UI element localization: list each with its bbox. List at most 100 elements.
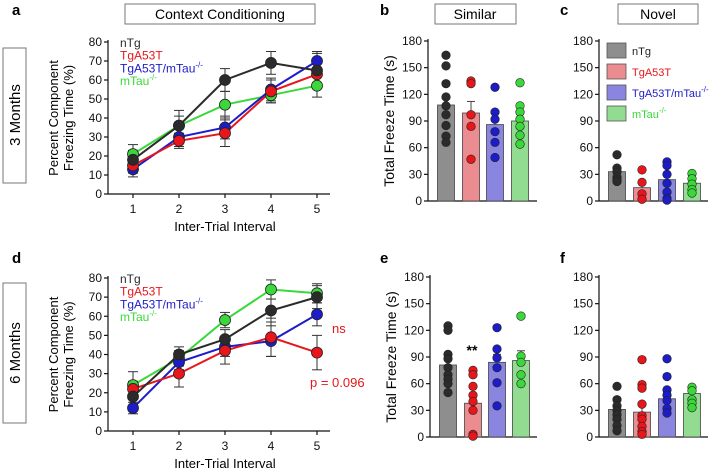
data-point (612, 176, 622, 187)
data-point (219, 333, 231, 346)
row-box-6months (2, 282, 27, 424)
y-tick-label: 30 (89, 367, 103, 381)
y-tick-label: 0 (415, 194, 422, 208)
y-tick-label: 150 (573, 61, 593, 75)
y-tick-label: 50 (89, 328, 103, 342)
y-tick-label: 0 (417, 430, 424, 444)
x-tick-label: 2 (176, 202, 183, 216)
y-tick-label: 10 (89, 168, 103, 182)
data-point (662, 408, 672, 418)
title-box-similar (434, 3, 517, 25)
data-point (490, 114, 500, 124)
data-point (219, 98, 231, 111)
annotation-pvalue: p = 0.096 (310, 375, 365, 390)
x-tick-label: 5 (314, 439, 321, 453)
data-point (265, 85, 277, 98)
data-point (173, 134, 185, 147)
panel-label-a: a (12, 2, 21, 19)
annotation-ns: ns (332, 321, 346, 336)
data-point (515, 130, 525, 140)
data-point (515, 139, 525, 149)
y-tick-label: 60 (409, 141, 423, 155)
data-point (441, 120, 451, 131)
y-tick-label: 20 (89, 149, 103, 163)
data-point (127, 390, 139, 403)
data-point (612, 381, 622, 391)
data-point (662, 195, 672, 205)
y-tick-label: 30 (411, 403, 425, 417)
y-axis-title: Total Freeze Time (s) (383, 291, 399, 422)
data-point (441, 61, 451, 71)
data-point (490, 137, 500, 147)
data-point (466, 79, 476, 89)
data-point (468, 431, 478, 441)
chart-f: 0 30 60 90 120 150 180 (573, 270, 708, 444)
data-point (492, 344, 502, 354)
y-tick-label: 20 (89, 386, 103, 400)
y-tick-label: 30 (89, 130, 103, 144)
data-point (637, 355, 647, 365)
panel-label-b: b (380, 2, 389, 19)
y-axis-title: Total Freeze Time (s) (381, 55, 397, 186)
y-tick-label: 80 (89, 35, 103, 49)
data-point (173, 119, 185, 132)
annotation-significance: ** (467, 342, 478, 358)
y-tick-label: 0 (95, 424, 102, 438)
data-point (441, 79, 451, 89)
data-point (443, 325, 453, 335)
legend-label: mTau-/- (632, 106, 667, 121)
y-tick-label: 50 (89, 92, 103, 106)
y-tick-label: 180 (402, 34, 422, 48)
title-novel: Novel (640, 6, 676, 22)
data-point (492, 353, 502, 363)
data-point (515, 121, 525, 131)
legend-label: TgA53T/mTau-/- (632, 85, 709, 100)
y-tick-label: 60 (411, 377, 425, 391)
data-point (637, 165, 647, 175)
data-point (219, 314, 231, 326)
y-tick-label: 120 (573, 323, 593, 337)
y-axis-title: Percent Component (46, 60, 61, 176)
legend-label: TgA53T/mTau-/- (120, 60, 203, 75)
x-axis-title: Inter-Trial Interval (174, 456, 275, 471)
y-tick-label: 90 (580, 350, 594, 364)
data-point (311, 346, 323, 359)
data-point (687, 188, 697, 198)
legend-label: nTg (120, 272, 141, 286)
chart-c: 0 30 60 90 120 150 180 nTg TgA53T TgA53T/mTau-/- m… (573, 34, 709, 208)
data-point (662, 354, 672, 364)
data-point (265, 283, 277, 296)
y-tick-label: 30 (580, 167, 594, 181)
chart-e: 0 30 60 90 120 150 180 Total Freeze Time (s) (383, 270, 537, 444)
data-point (637, 194, 647, 204)
data-point (662, 371, 672, 382)
legend-label: TgA53T (120, 285, 163, 299)
data-point (173, 367, 185, 380)
y-tick-label: 60 (89, 309, 103, 323)
y-tick-label: 10 (89, 405, 103, 419)
legend-label: TgA53T (120, 49, 163, 63)
data-point (265, 57, 277, 69)
data-point (662, 178, 672, 188)
data-point (468, 381, 478, 391)
data-point (219, 74, 231, 86)
data-point (441, 137, 451, 147)
y-tick-label: 120 (573, 87, 593, 101)
x-tick-label: 1 (130, 439, 137, 453)
data-point (466, 154, 476, 164)
data-point (441, 92, 451, 102)
x-axis-title: Inter-Trial Interval (174, 219, 275, 234)
chart-a: 0 10 20 30 40 50 60 70 80 Percent Component Freezi… (46, 35, 330, 234)
data-point (443, 387, 453, 398)
data-point (173, 348, 185, 361)
y-tick-label: 60 (89, 73, 103, 87)
panel-label-d: d (12, 250, 21, 267)
y-tick-label: 70 (89, 290, 103, 304)
x-tick-label: 2 (176, 439, 183, 453)
data-point (516, 379, 526, 389)
title-context: Context Conditioning (155, 6, 285, 22)
title-box-novel (617, 3, 699, 25)
bar (437, 104, 455, 202)
data-point (662, 395, 672, 406)
